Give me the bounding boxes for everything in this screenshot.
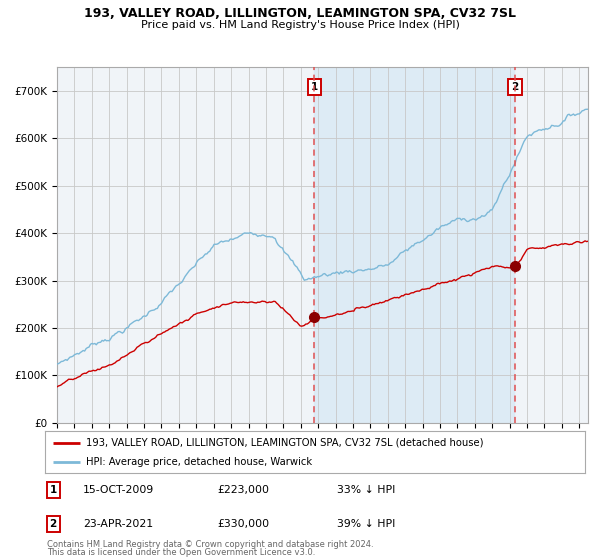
Text: This data is licensed under the Open Government Licence v3.0.: This data is licensed under the Open Gov… xyxy=(47,548,315,557)
Text: 1: 1 xyxy=(311,82,318,92)
Text: 193, VALLEY ROAD, LILLINGTON, LEAMINGTON SPA, CV32 7SL (detached house): 193, VALLEY ROAD, LILLINGTON, LEAMINGTON… xyxy=(86,437,483,447)
Text: 15-OCT-2009: 15-OCT-2009 xyxy=(83,485,154,495)
Text: 2: 2 xyxy=(511,82,518,92)
Text: Price paid vs. HM Land Registry's House Price Index (HPI): Price paid vs. HM Land Registry's House … xyxy=(140,20,460,30)
Text: 33% ↓ HPI: 33% ↓ HPI xyxy=(337,485,395,495)
Text: Contains HM Land Registry data © Crown copyright and database right 2024.: Contains HM Land Registry data © Crown c… xyxy=(47,540,373,549)
Text: HPI: Average price, detached house, Warwick: HPI: Average price, detached house, Warw… xyxy=(86,457,311,467)
Text: 193, VALLEY ROAD, LILLINGTON, LEAMINGTON SPA, CV32 7SL: 193, VALLEY ROAD, LILLINGTON, LEAMINGTON… xyxy=(84,7,516,20)
Text: 23-APR-2021: 23-APR-2021 xyxy=(83,519,153,529)
Text: 2: 2 xyxy=(49,519,57,529)
Text: £330,000: £330,000 xyxy=(218,519,270,529)
Text: £223,000: £223,000 xyxy=(218,485,270,495)
Text: 1: 1 xyxy=(49,485,57,495)
Text: 39% ↓ HPI: 39% ↓ HPI xyxy=(337,519,395,529)
